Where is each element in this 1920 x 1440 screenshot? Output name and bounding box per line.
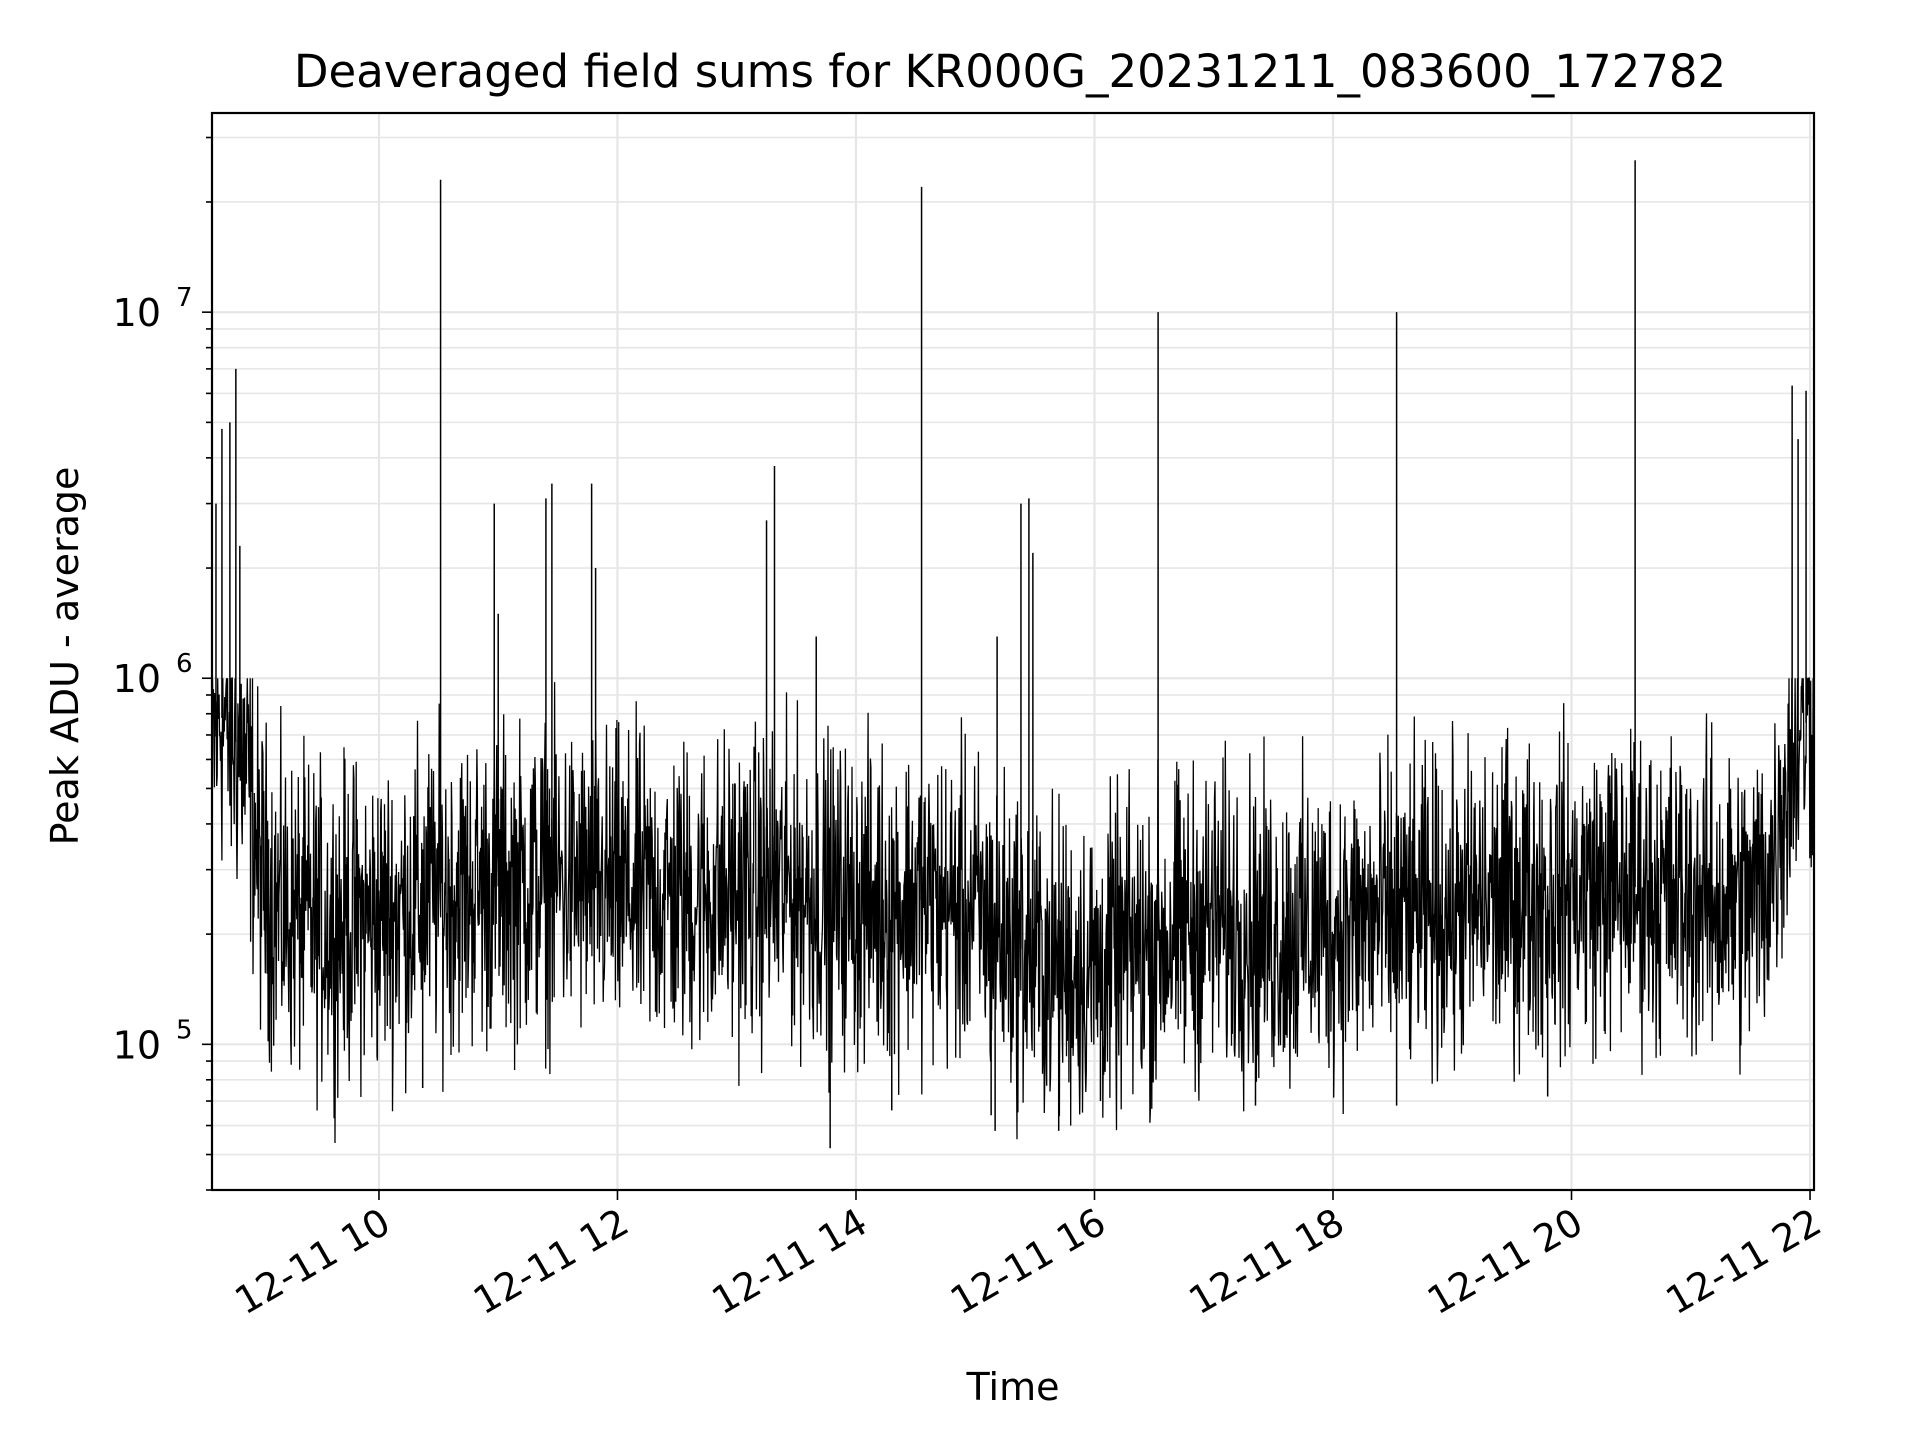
chart-title: Deaveraged field sums for KR000G_2023121… (294, 45, 1726, 98)
y-tick-label: 10 (113, 291, 161, 335)
x-tick-label: 12-11 22 (1659, 1200, 1829, 1324)
x-tick-label: 12-11 16 (943, 1200, 1113, 1324)
plot-area (211, 160, 1815, 1149)
y-axis-label: Peak ADU - average (43, 467, 87, 846)
y-tick-exponent: 7 (176, 283, 193, 313)
x-tick-label: 12-11 20 (1420, 1200, 1590, 1324)
x-tick-label: 12-11 10 (227, 1200, 397, 1324)
y-tick-exponent: 5 (176, 1015, 193, 1045)
y-tick-exponent: 6 (176, 649, 193, 679)
plot-frame (210, 111, 1816, 1192)
y-tick-label: 10 (113, 657, 161, 701)
x-tick-label: 12-11 18 (1182, 1200, 1352, 1324)
grid-lines (212, 113, 1814, 1191)
y-tick-label: 10 (113, 1023, 161, 1067)
series-line (211, 677, 1815, 1144)
y-axis: 10 5 10 6 10 7 (113, 136, 212, 1191)
x-axis-label: Time (966, 1365, 1060, 1409)
x-axis: 12-11 10 12-11 12 12-11 14 12-11 16 12-11 18… (227, 1190, 1829, 1324)
x-tick-label: 12-11 14 (705, 1200, 875, 1324)
x-tick-label: 12-11 12 (466, 1200, 636, 1324)
